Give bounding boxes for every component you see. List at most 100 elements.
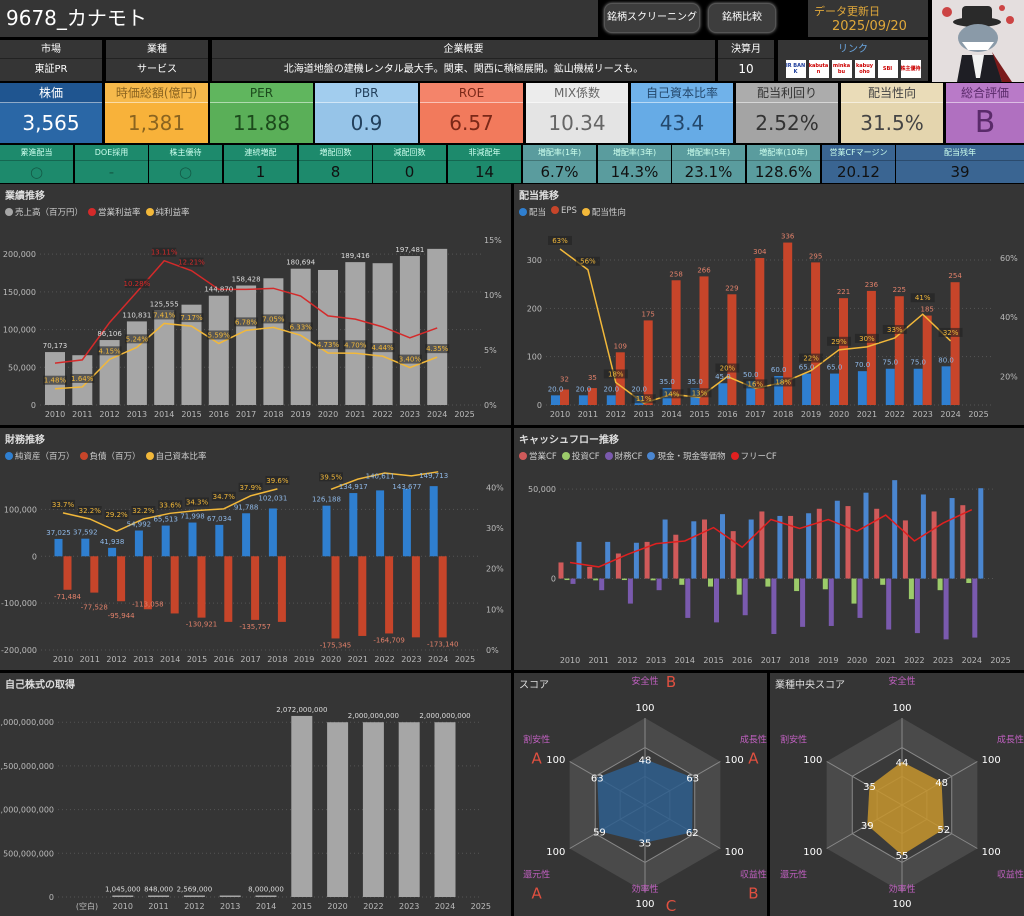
- legend-item[interactable]: 売上高（百万円）: [5, 206, 83, 218]
- bar[interactable]: [576, 541, 582, 579]
- bar[interactable]: [777, 515, 783, 579]
- bar[interactable]: [268, 508, 277, 557]
- bar[interactable]: [255, 895, 277, 898]
- bar[interactable]: [774, 375, 784, 405]
- bar[interactable]: [188, 522, 197, 557]
- bar[interactable]: [621, 578, 627, 581]
- bar[interactable]: [143, 556, 152, 610]
- bar[interactable]: [874, 508, 880, 579]
- bar[interactable]: [941, 366, 951, 405]
- bar[interactable]: [894, 296, 904, 405]
- bar[interactable]: [943, 578, 949, 640]
- bar[interactable]: [759, 511, 765, 579]
- bar[interactable]: [398, 722, 420, 897]
- bar[interactable]: [656, 578, 662, 591]
- bar[interactable]: [215, 524, 224, 557]
- stock-screening-button[interactable]: 銘柄スクリーニング: [604, 3, 700, 33]
- bar[interactable]: [183, 895, 205, 898]
- bar[interactable]: [794, 578, 800, 592]
- bar[interactable]: [438, 556, 447, 638]
- bar[interactable]: [411, 556, 420, 638]
- bar[interactable]: [679, 578, 685, 585]
- bar[interactable]: [112, 895, 134, 898]
- bar[interactable]: [866, 290, 876, 405]
- bar[interactable]: [134, 530, 143, 557]
- bar[interactable]: [643, 320, 653, 405]
- legend-item[interactable]: 財務CF: [604, 450, 642, 462]
- bar[interactable]: [615, 352, 625, 405]
- bar[interactable]: [399, 256, 420, 405]
- bar[interactable]: [224, 556, 233, 622]
- bar[interactable]: [90, 556, 99, 593]
- bar[interactable]: [599, 578, 605, 591]
- bar[interactable]: [800, 578, 806, 627]
- bar[interactable]: [148, 895, 170, 898]
- bar[interactable]: [886, 578, 892, 630]
- bar[interactable]: [718, 383, 728, 405]
- bar[interactable]: [708, 578, 713, 587]
- bar[interactable]: [170, 556, 179, 614]
- bar[interactable]: [242, 513, 251, 557]
- bar[interactable]: [949, 498, 955, 579]
- bar[interactable]: [851, 578, 857, 604]
- bar[interactable]: [291, 715, 313, 897]
- link-icon-5[interactable]: 株主優待: [900, 60, 921, 78]
- legend-item[interactable]: 投資CF: [561, 450, 600, 462]
- legend-item[interactable]: 自己資本比率: [145, 450, 207, 462]
- bar[interactable]: [593, 578, 599, 581]
- bar[interactable]: [720, 514, 725, 579]
- bar[interactable]: [691, 521, 697, 579]
- bar[interactable]: [966, 578, 972, 584]
- bar[interactable]: [290, 268, 311, 405]
- bar[interactable]: [99, 340, 120, 405]
- legend-item[interactable]: 負債（百万）: [79, 450, 141, 462]
- bar[interactable]: [161, 525, 170, 557]
- bar[interactable]: [587, 566, 593, 579]
- bar[interactable]: [908, 578, 914, 600]
- bar[interactable]: [730, 531, 736, 579]
- bar[interactable]: [834, 500, 840, 579]
- bar[interactable]: [816, 508, 822, 579]
- bar[interactable]: [755, 258, 765, 405]
- bar[interactable]: [892, 480, 898, 579]
- bar[interactable]: [806, 513, 812, 579]
- legend-item[interactable]: 純利益率: [145, 206, 190, 218]
- link-icon-1[interactable]: kabutan: [808, 60, 829, 78]
- bar[interactable]: [376, 490, 385, 557]
- bar[interactable]: [627, 578, 633, 604]
- bar[interactable]: [727, 294, 737, 405]
- legend-item[interactable]: 営業利益率: [88, 206, 141, 218]
- bar[interactable]: [372, 263, 393, 405]
- stock-compare-button[interactable]: 銘柄比較: [708, 3, 776, 33]
- bar[interactable]: [671, 280, 681, 405]
- bar[interactable]: [263, 278, 284, 405]
- bar[interactable]: [978, 488, 984, 579]
- legend-item[interactable]: 営業CF: [519, 450, 557, 462]
- bar[interactable]: [560, 389, 569, 405]
- bar[interactable]: [914, 578, 920, 634]
- bar[interactable]: [558, 562, 564, 579]
- bar[interactable]: [54, 538, 63, 557]
- bar[interactable]: [345, 262, 366, 405]
- bar[interactable]: [327, 722, 349, 897]
- bar[interactable]: [429, 486, 438, 557]
- bar[interactable]: [714, 578, 719, 623]
- bar[interactable]: [783, 242, 793, 405]
- bar[interactable]: [108, 547, 117, 557]
- link-icon-0[interactable]: IR BANK: [785, 60, 806, 78]
- bar[interactable]: [863, 492, 869, 579]
- bar[interactable]: [551, 395, 560, 405]
- bar[interactable]: [828, 578, 834, 626]
- bar[interactable]: [788, 515, 794, 579]
- bar[interactable]: [331, 556, 340, 639]
- legend-item[interactable]: 配当性向: [581, 206, 626, 218]
- bar[interactable]: [937, 578, 943, 591]
- bar[interactable]: [950, 282, 960, 405]
- bar[interactable]: [920, 494, 926, 579]
- link-icon-4[interactable]: SBI: [877, 60, 898, 78]
- bar[interactable]: [349, 493, 358, 557]
- bar[interactable]: [277, 556, 286, 622]
- bar[interactable]: [126, 321, 147, 405]
- legend-item[interactable]: EPS: [551, 206, 577, 218]
- legend-item[interactable]: 配当: [519, 206, 546, 218]
